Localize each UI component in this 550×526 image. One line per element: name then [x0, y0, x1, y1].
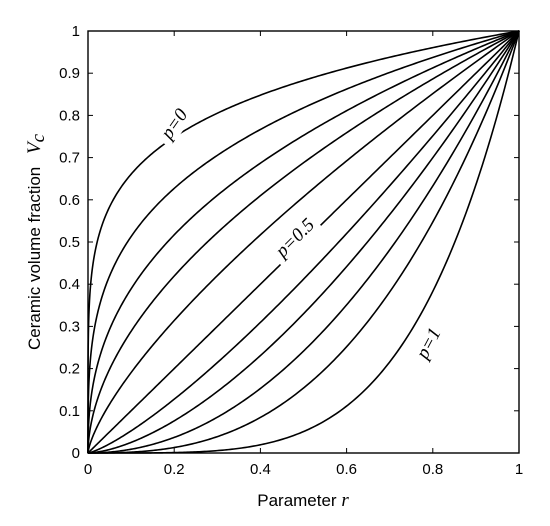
x-axis-label-text: Parameter [257, 491, 337, 510]
curve-p-0.2 [87, 30, 520, 454]
curve-p-0.4 [87, 30, 520, 454]
y-tick-label: 0 [72, 445, 80, 462]
curve-annotation-bg [267, 211, 322, 267]
y-tick-label: 0.1 [59, 403, 80, 420]
curve-p-0.5 [87, 30, 520, 454]
curve-p-0.7 [88, 30, 520, 454]
curve-p-0 [87, 30, 520, 454]
y-tick-label: 0.3 [59, 318, 80, 335]
x-tick-label: 1 [515, 461, 523, 478]
x-axis-label: Parameter r [257, 490, 349, 511]
x-axis-symbol: r [341, 490, 349, 511]
x-tick-label: 0.6 [336, 461, 357, 478]
y-tick-label: 0.7 [59, 150, 80, 167]
x-tick-label: 0.8 [422, 461, 443, 478]
curve-p-0.1 [87, 30, 520, 454]
x-tick-label: 0.4 [250, 461, 271, 478]
curve-p-0.3 [87, 30, 520, 454]
y-tick-label: 0.8 [59, 107, 80, 124]
curve-p-0.6 [87, 30, 520, 454]
y-tick-label: 1 [72, 23, 80, 40]
y-axis-label-text: Ceramic volume fraction [25, 167, 44, 350]
y-tick-label: 0.2 [59, 361, 80, 378]
y-axis-symbol: V [24, 140, 45, 154]
curve-annotation-bg [153, 101, 195, 149]
x-tick-label: 0.2 [164, 461, 185, 478]
y-tick-label: 0.4 [59, 276, 80, 293]
curves [87, 30, 520, 454]
curve-p-0.8 [88, 30, 520, 454]
ticks: 0 0.2 0.4 0.6 0.8 1 0 0.1 0.2 0.3 0.4 0.5 0.6 0.7 0.8 0… [59, 23, 523, 478]
y-tick-label: 0.6 [59, 192, 80, 209]
y-axis-subscript: c [28, 133, 49, 142]
plot-frame [87, 30, 520, 454]
curve-annotation-bg [409, 321, 448, 368]
y-tick-label: 0.5 [59, 234, 80, 251]
x-tick-label: 0 [84, 461, 92, 478]
y-tick-label: 0.9 [59, 65, 80, 82]
y-axis-label: Ceramic volume fraction Vc [24, 133, 49, 350]
